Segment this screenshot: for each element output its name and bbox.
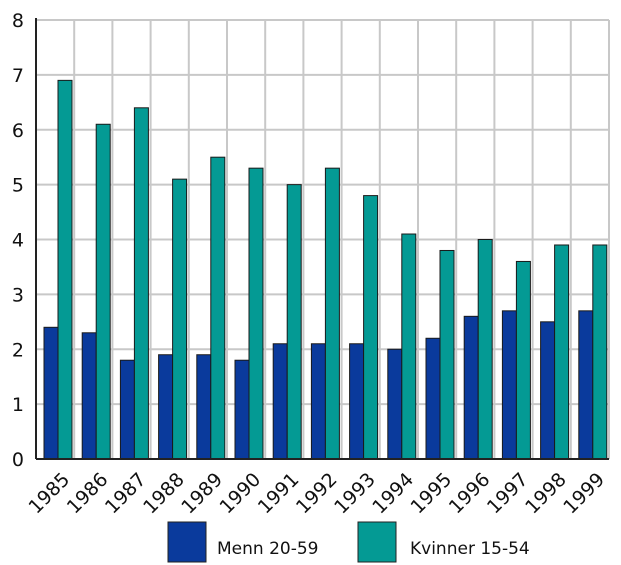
- bar-kvinner-1994: [401, 233, 417, 460]
- bar-kvinner-1998: [554, 244, 570, 460]
- bar-kvinner-1991: [286, 184, 302, 460]
- bar-menn-1998: [540, 321, 556, 460]
- y-tick-label: 4: [12, 230, 24, 252]
- bar-kvinner-1992: [324, 167, 340, 460]
- y-tick-labels: 0 1 2 3 4 5 6 7 8: [12, 10, 24, 471]
- bar-menn-1989: [196, 354, 212, 460]
- legend: Menn 20-59 Kvinner 15-54: [167, 521, 530, 563]
- x-tick-label-1995: 1995: [406, 469, 456, 519]
- x-tick-label-1998: 1998: [521, 469, 571, 519]
- bar-menn-1999: [578, 310, 594, 460]
- bar-menn-1986: [81, 332, 97, 460]
- bar-kvinner-1989: [210, 156, 226, 460]
- bar-kvinner-1997: [515, 260, 531, 460]
- bar-menn-1990: [234, 359, 250, 460]
- bar-menn-1994: [387, 348, 403, 460]
- bar-menn-1997: [501, 310, 517, 460]
- legend-swatch-kvinner: [357, 521, 397, 563]
- x-tick-label-1999: 1999: [559, 469, 609, 519]
- bar-kvinner-1995: [439, 249, 455, 460]
- bar-kvinner-1993: [363, 195, 379, 460]
- bar-menn-1996: [463, 315, 479, 460]
- x-tick-label-1991: 1991: [254, 469, 304, 519]
- y-tick-label: 6: [12, 120, 24, 142]
- y-tick-label: 1: [12, 394, 24, 416]
- grid: [35, 19, 610, 460]
- y-tick-label: 7: [12, 65, 24, 87]
- x-tick-label-1989: 1989: [177, 469, 227, 519]
- bar-menn-1985: [43, 326, 59, 460]
- x-tick-label-1988: 1988: [139, 469, 189, 519]
- bar-menn-1988: [158, 354, 174, 460]
- x-tick-label-1993: 1993: [330, 469, 380, 519]
- bar-kvinner-1999: [592, 244, 608, 460]
- bar-menn-1987: [119, 359, 135, 460]
- bar-menn-1993: [349, 343, 365, 460]
- bars: [43, 79, 608, 460]
- x-tick-label-1997: 1997: [483, 469, 533, 519]
- axes: [35, 18, 609, 460]
- legend-label-menn: Menn 20-59: [217, 539, 318, 559]
- x-tick-label-1992: 1992: [292, 469, 342, 519]
- y-tick-label: 0: [12, 449, 24, 471]
- x-tick-label-1987: 1987: [101, 469, 151, 519]
- x-tick-labels: 1985198619871988198919901991199219931994…: [24, 469, 609, 519]
- bar-menn-1991: [272, 343, 288, 460]
- y-tick-label: 8: [12, 10, 24, 32]
- x-tick-label-1986: 1986: [63, 469, 113, 519]
- x-tick-label-1985: 1985: [24, 469, 74, 519]
- bar-kvinner-1985: [57, 79, 73, 460]
- y-tick-label: 3: [12, 284, 24, 306]
- x-tick-label-1990: 1990: [215, 469, 265, 519]
- bar-kvinner-1986: [95, 123, 111, 460]
- legend-label-kvinner: Kvinner 15-54: [410, 539, 530, 559]
- bar-kvinner-1990: [248, 167, 264, 460]
- bar-kvinner-1987: [133, 107, 149, 460]
- bar-kvinner-1996: [477, 239, 493, 460]
- y-tick-label: 2: [12, 339, 24, 361]
- bar-menn-1992: [310, 343, 326, 460]
- bar-menn-1995: [425, 337, 441, 460]
- y-tick-label: 5: [12, 175, 24, 197]
- x-tick-label-1994: 1994: [368, 469, 418, 519]
- bar-kvinner-1988: [172, 178, 188, 460]
- legend-swatch-menn: [167, 521, 207, 563]
- x-tick-label-1996: 1996: [445, 469, 495, 519]
